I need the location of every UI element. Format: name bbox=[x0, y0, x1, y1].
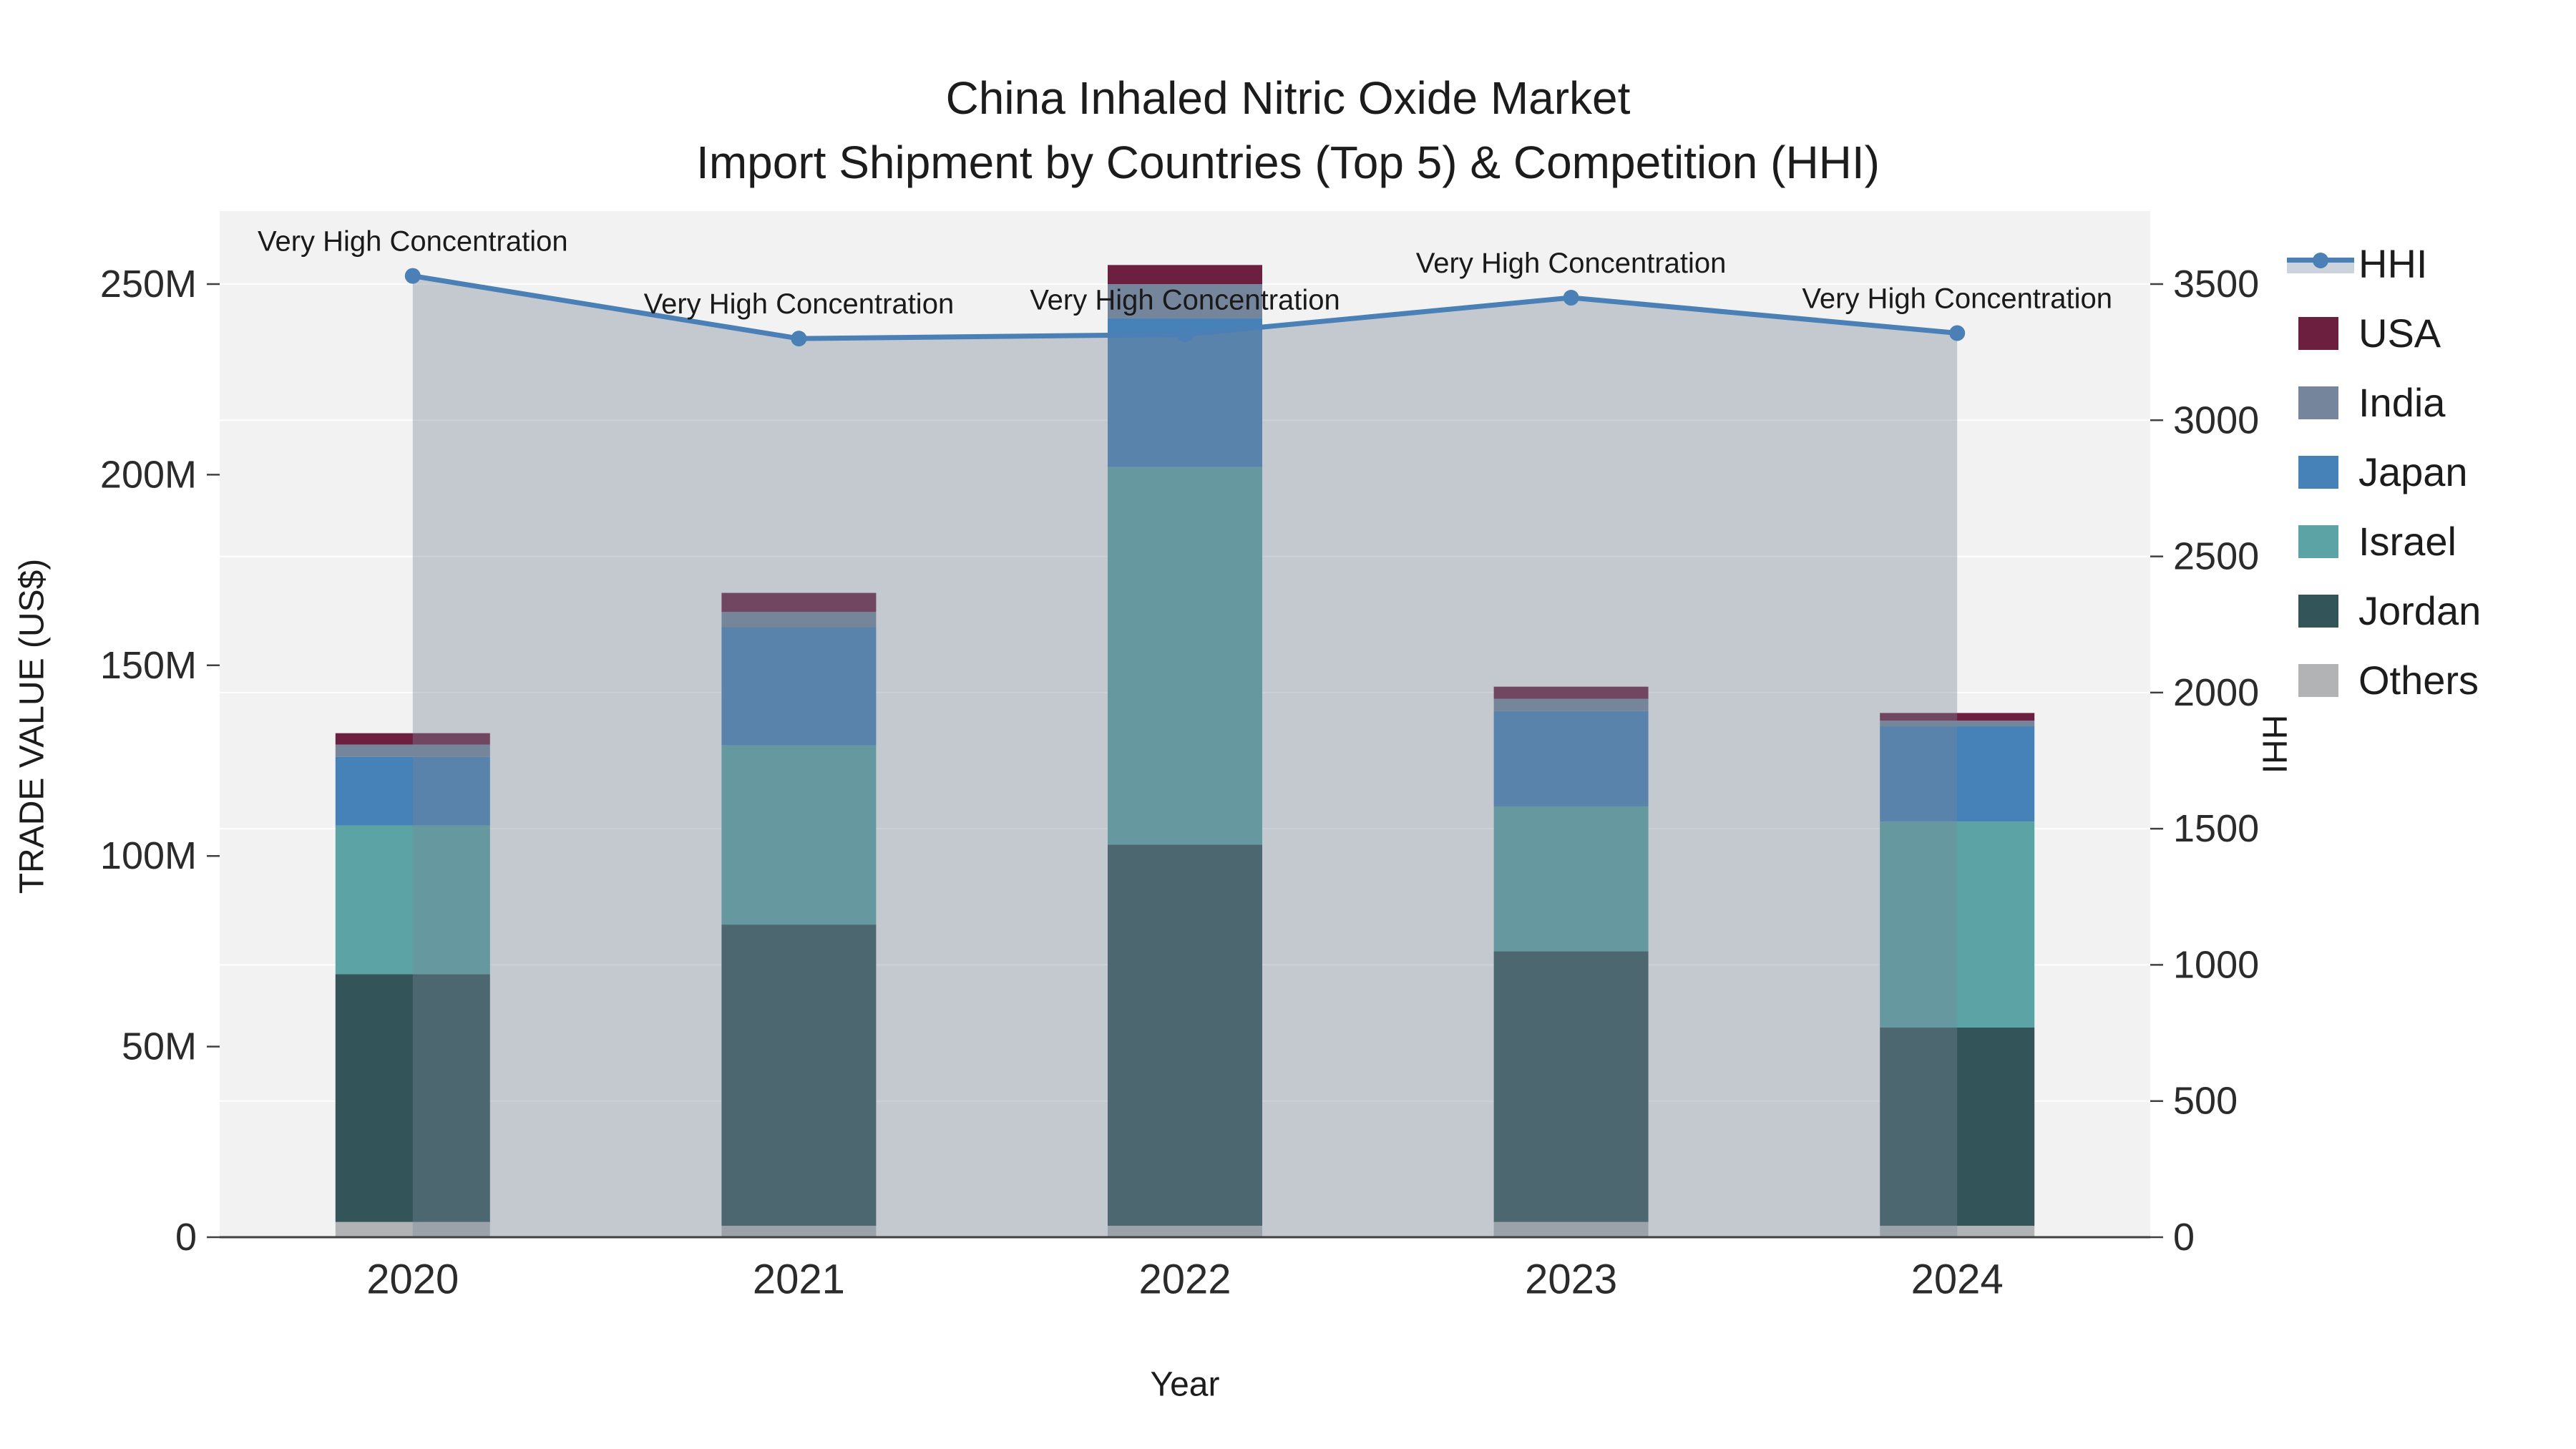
legend-label-jordan: Jordan bbox=[2358, 588, 2482, 633]
hhi-line-legend-icon bbox=[2287, 248, 2354, 280]
bar-segment-others-2020 bbox=[335, 1221, 490, 1237]
bar-segment-india-2023 bbox=[1493, 698, 1649, 711]
bar-segment-others-2021 bbox=[721, 1226, 877, 1237]
hhi-annotation-2022: Very High Concentration bbox=[1030, 284, 1340, 316]
bar-segment-japan-2021 bbox=[721, 627, 877, 746]
bar-segment-jordan-2022 bbox=[1108, 844, 1262, 1226]
left-tick-label-50M: 50M bbox=[122, 1025, 197, 1068]
bar-segment-israel-2021 bbox=[721, 745, 877, 925]
right-tick-label-500: 500 bbox=[2173, 1080, 2238, 1123]
legend-label-hhi: HHI bbox=[2358, 241, 2428, 286]
right-tick-label-3500: 3500 bbox=[2173, 263, 2259, 306]
right-tick-label-0: 0 bbox=[2173, 1216, 2195, 1259]
right-tick-label-3000: 3000 bbox=[2173, 399, 2259, 441]
x-tick-label-2022: 2022 bbox=[1138, 1257, 1231, 1303]
bar-segment-japan-2023 bbox=[1493, 711, 1649, 806]
bar-segment-others-2024 bbox=[1880, 1226, 2035, 1237]
bar-segment-jordan-2023 bbox=[1493, 951, 1649, 1222]
x-tick-label-2021: 2021 bbox=[753, 1257, 845, 1303]
legend-item-india: India bbox=[2287, 368, 2573, 437]
bar-segment-israel-2023 bbox=[1493, 806, 1649, 952]
bar-segment-israel-2020 bbox=[335, 825, 490, 975]
legend-swatch-india bbox=[2298, 386, 2338, 419]
right-axis-title: HHI bbox=[2255, 715, 2293, 774]
legend-item-others: Others bbox=[2287, 645, 2573, 715]
x-tick-label-2024: 2024 bbox=[1911, 1257, 2004, 1303]
bar-segment-usa-2024 bbox=[1880, 713, 2035, 721]
legend-swatch-usa bbox=[2298, 316, 2338, 350]
left-tick-label-200M: 200M bbox=[100, 453, 197, 496]
hhi-annotation-2024: Very High Concentration bbox=[1802, 283, 2112, 315]
hhi-annotation-2023: Very High Concentration bbox=[1416, 248, 1727, 279]
left-tick-label-250M: 250M bbox=[100, 263, 197, 306]
hhi-marker-2023 bbox=[1563, 290, 1579, 306]
right-tick-label-2000: 2000 bbox=[2173, 671, 2259, 714]
bar-segment-india-2024 bbox=[1880, 721, 2035, 727]
legend-swatch-jordan bbox=[2298, 594, 2338, 628]
hhi-marker-2021 bbox=[791, 331, 807, 347]
hhi-area-fill bbox=[412, 275, 1958, 1237]
legend-label-israel: Israel bbox=[2358, 519, 2457, 564]
legend-swatch-japan bbox=[2298, 455, 2338, 489]
hhi-annotation-2021: Very High Concentration bbox=[644, 288, 955, 320]
bar-segment-israel-2024 bbox=[1880, 821, 2035, 1028]
legend-label-japan: Japan bbox=[2358, 449, 2468, 494]
legend-swatch-others bbox=[2298, 663, 2338, 697]
legend-label-india: India bbox=[2358, 380, 2446, 425]
bar-segment-others-2023 bbox=[1493, 1221, 1649, 1237]
bar-segment-israel-2022 bbox=[1108, 467, 1262, 845]
right-tick-label-1500: 1500 bbox=[2173, 807, 2259, 850]
chart-title-line1: China Inhaled Nitric Oxide Market bbox=[945, 72, 1631, 124]
left-tick-label-0: 0 bbox=[175, 1216, 197, 1259]
chart-title-line2: Import Shipment by Countries (Top 5) & C… bbox=[696, 137, 1880, 188]
legend-label-others: Others bbox=[2358, 658, 2479, 703]
chart-title: China Inhaled Nitric Oxide Market Import… bbox=[0, 66, 2576, 195]
bar-segment-jordan-2024 bbox=[1880, 1027, 2035, 1226]
bar-segment-japan-2024 bbox=[1880, 726, 2035, 822]
bar-segment-jordan-2021 bbox=[721, 924, 877, 1226]
x-tick-label-2023: 2023 bbox=[1525, 1257, 1617, 1303]
bar-segment-usa-2020 bbox=[335, 733, 490, 745]
hhi-marker-swatch bbox=[2313, 252, 2328, 268]
bar-segment-india-2021 bbox=[721, 612, 877, 628]
bar-segment-india-2022 bbox=[1108, 284, 1262, 318]
hhi-annotation-2020: Very High Concentration bbox=[258, 226, 568, 258]
bar-segment-japan-2020 bbox=[335, 756, 490, 826]
legend-item-usa: USA bbox=[2287, 298, 2573, 368]
x-tick-label-2020: 2020 bbox=[366, 1257, 459, 1303]
hhi-marker-2022 bbox=[1177, 326, 1193, 343]
legend-item-hhi: HHI bbox=[2287, 229, 2573, 298]
x-axis-title: Year bbox=[1151, 1366, 1220, 1404]
bar-segment-jordan-2020 bbox=[335, 974, 490, 1222]
right-tick-label-1000: 1000 bbox=[2173, 943, 2259, 986]
chart-legend: HHI USA India Japan Israel Jordan Others bbox=[2287, 229, 2573, 715]
right-tick-label-2500: 2500 bbox=[2173, 535, 2259, 578]
left-tick-label-150M: 150M bbox=[100, 644, 197, 687]
legend-item-japan: Japan bbox=[2287, 437, 2573, 507]
bar-segment-india-2020 bbox=[335, 744, 490, 757]
legend-item-israel: Israel bbox=[2287, 507, 2573, 576]
hhi-marker-2020 bbox=[404, 268, 421, 284]
left-tick-label-100M: 100M bbox=[100, 834, 197, 877]
left-axis-title: TRADE VALUE (US$) bbox=[14, 559, 52, 894]
bar-segment-usa-2021 bbox=[721, 592, 877, 613]
bar-segment-usa-2023 bbox=[1493, 686, 1649, 699]
legend-item-jordan: Jordan bbox=[2287, 576, 2573, 645]
bar-segment-others-2022 bbox=[1108, 1226, 1262, 1237]
legend-swatch-israel bbox=[2298, 525, 2338, 558]
hhi-marker-2024 bbox=[1949, 325, 1966, 341]
legend-label-usa: USA bbox=[2358, 311, 2441, 356]
bar-segment-usa-2022 bbox=[1108, 265, 1262, 284]
bar-segment-japan-2022 bbox=[1108, 318, 1262, 467]
